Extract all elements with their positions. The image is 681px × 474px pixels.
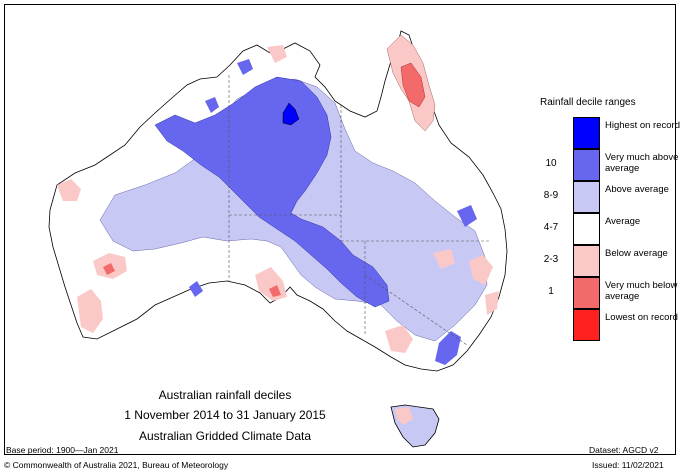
caption-dataset: Australian Gridded Climate Data <box>138 429 312 443</box>
legend-title: Rainfall decile ranges <box>540 97 636 108</box>
australia-map <box>48 30 508 448</box>
legend-item-very-much-below: 1 Very much below average <box>540 277 677 309</box>
legend-label: Lowest on record <box>605 312 678 323</box>
legend-item-average: 4-7 Average <box>540 213 670 245</box>
legend-swatch <box>573 309 600 341</box>
copyright: © Commonwealth of Australia 2021, Bureau… <box>4 460 229 470</box>
legend-range: 10 <box>545 158 557 169</box>
legend-swatch <box>573 245 600 277</box>
legend-label: Average <box>605 216 641 227</box>
legend-item-very-much-above: 10 Very much above average <box>540 149 678 181</box>
legend-swatch <box>573 277 600 309</box>
dataset-label: Dataset: AGCD v2 <box>589 445 659 455</box>
legend-item-above: 8-9 Above average <box>540 181 670 213</box>
legend-range: 1 <box>548 286 554 297</box>
legend-label: Highest on record <box>605 120 680 131</box>
legend-item-lowest: Lowest on record <box>540 309 678 341</box>
legend-swatch <box>573 117 600 149</box>
highest-on-record-spot <box>282 102 300 126</box>
caption-title: Australian rainfall deciles <box>158 388 292 402</box>
issued-date: Issued: 11/02/2021 <box>592 460 664 470</box>
legend-range: 2-3 <box>543 254 559 265</box>
legend-label: Above average <box>605 184 669 195</box>
legend-label: Below average <box>605 248 668 259</box>
legend-range: 8-9 <box>543 190 559 201</box>
legend-range: 4-7 <box>543 222 559 233</box>
caption-period: 1 November 2014 to 31 January 2015 <box>124 408 326 422</box>
legend-swatch <box>573 149 600 181</box>
base-period: Base period: 1900—Jan 2021 <box>6 445 119 455</box>
legend-label: Very much below average <box>605 280 678 302</box>
very-much-below-region <box>400 62 426 108</box>
state-borders <box>228 75 491 346</box>
legend-item-below: 2-3 Below average <box>540 245 670 277</box>
legend-swatch <box>573 181 600 213</box>
map-frame <box>4 4 676 455</box>
legend-swatch <box>573 213 600 245</box>
very-much-above-region <box>154 76 390 308</box>
legend-item-highest: Highest on record <box>540 117 680 149</box>
legend-label: Very much above average <box>605 152 679 174</box>
